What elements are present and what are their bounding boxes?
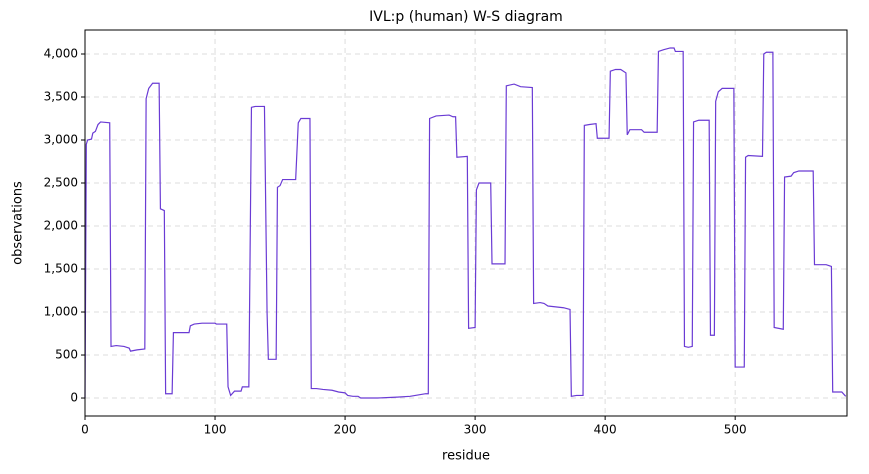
y-tick-label: 4,000 <box>44 46 78 60</box>
y-tick-label: 3,500 <box>44 89 78 103</box>
y-tick-label: 3,000 <box>44 133 78 147</box>
y-tick-label: 2,000 <box>44 219 78 233</box>
x-tick-label: 300 <box>464 423 487 437</box>
y-tick-label: 1,000 <box>44 305 78 319</box>
x-tick-label: 200 <box>334 423 357 437</box>
y-tick-label: 1,500 <box>44 262 78 276</box>
x-tick-label: 500 <box>724 423 747 437</box>
chart-title: IVL:p (human) W-S diagram <box>369 9 563 25</box>
y-axis-label: observations <box>11 181 26 265</box>
y-tick-label: 2,500 <box>44 176 78 190</box>
y-tick-label: 0 <box>70 391 78 405</box>
data-line <box>84 47 847 399</box>
x-tick-label: 0 <box>81 423 89 437</box>
y-tick-label: 500 <box>55 348 78 362</box>
x-tick-label: 100 <box>204 423 227 437</box>
plot-frame <box>84 29 848 417</box>
x-axis-label: residue <box>442 449 490 464</box>
x-tick-label: 400 <box>594 423 617 437</box>
